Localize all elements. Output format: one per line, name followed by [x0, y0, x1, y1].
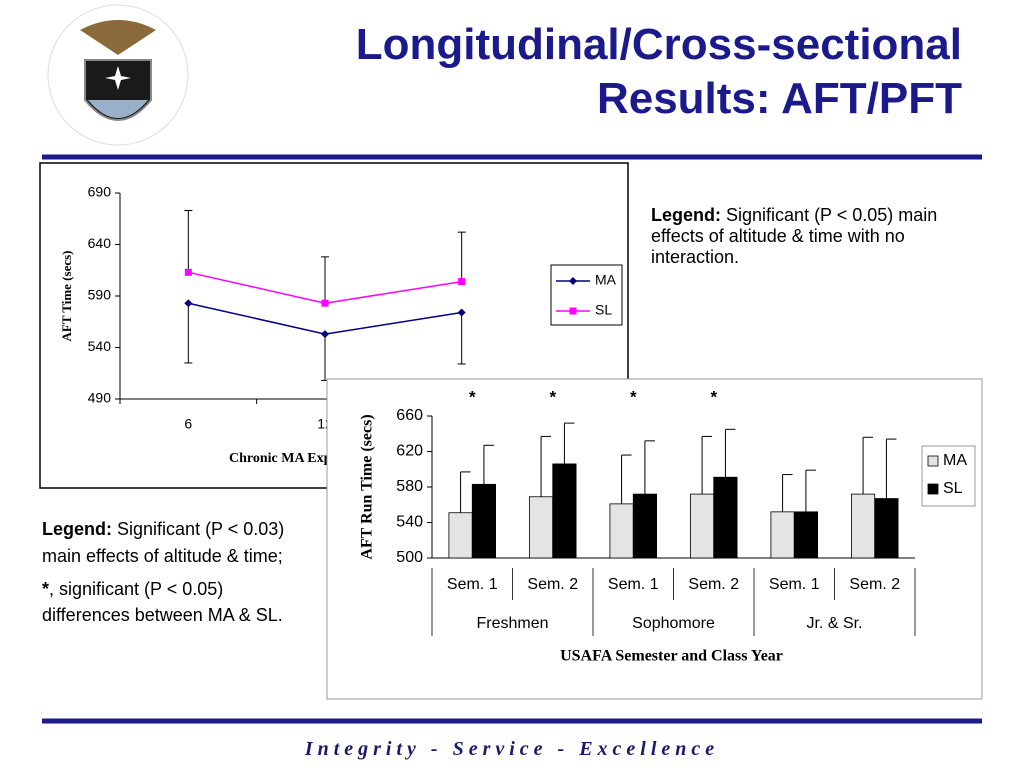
- bar: [471, 483, 496, 559]
- y-axis-label: AFT Time (secs): [59, 251, 74, 342]
- x-tick-label: Sem. 2: [688, 576, 739, 593]
- y-tick-label: 500: [396, 549, 423, 566]
- right-legend: Legend: Significant (P < 0.05) main effe…: [651, 205, 971, 268]
- marker: [458, 278, 466, 286]
- x-tick-label: Sem. 1: [447, 576, 498, 593]
- y-tick-label: 590: [88, 287, 112, 303]
- x-axis-label: USAFA Semester and Class Year: [560, 648, 783, 665]
- y-tick-label: 690: [88, 184, 112, 200]
- bar: [874, 498, 899, 559]
- group-label: Freshmen: [476, 615, 548, 632]
- chart: 500 540 580 620 660 AFT Run Time (secs) Sem. 1…: [326, 378, 983, 700]
- x-tick-label: Sem. 1: [769, 576, 820, 593]
- legend-marker: [569, 277, 577, 285]
- bar: [632, 493, 657, 559]
- legend-text: Significant (P < 0.03) main effects of a…: [42, 519, 285, 566]
- bar: [713, 476, 738, 559]
- legend-box: [550, 264, 623, 326]
- y-tick-label: 580: [396, 478, 423, 495]
- x-tick-label: Sem. 2: [849, 576, 900, 593]
- legend-label: MA: [943, 452, 967, 469]
- bar: [851, 493, 876, 559]
- annotation: *: [549, 387, 556, 406]
- x-tick-label: Sem. 2: [527, 576, 578, 593]
- legend-label: Legend:: [42, 519, 112, 539]
- bar: [609, 503, 634, 559]
- footer: Integrity - Service - Excellence: [304, 738, 720, 760]
- bar: [529, 496, 554, 559]
- y-tick-label: 640: [88, 235, 112, 251]
- annotation: *: [710, 387, 717, 406]
- group-label: Sophomore: [632, 615, 715, 632]
- annotation: *: [469, 387, 476, 406]
- left-legend: Legend: Significant (P < 0.03) main effe…: [42, 516, 302, 628]
- marker: [321, 299, 329, 307]
- marker: [321, 330, 329, 339]
- y-tick-label: 660: [396, 407, 423, 424]
- bar: [793, 511, 818, 559]
- legend-star: *: [42, 579, 50, 599]
- y-tick-label: 540: [88, 338, 112, 354]
- x-tick-label: Sem. 1: [608, 576, 659, 593]
- bar: [770, 511, 795, 559]
- bar: [552, 463, 577, 559]
- legend-marker: [927, 483, 939, 495]
- bar: [690, 493, 715, 559]
- legend-label: SL: [595, 302, 612, 318]
- group-label: Jr. & Sr.: [806, 615, 862, 632]
- marker: [457, 308, 466, 317]
- legend-marker: [569, 307, 577, 315]
- annotation: *: [630, 387, 637, 406]
- y-tick-label: 540: [396, 514, 423, 531]
- legend-label: MA: [595, 272, 617, 288]
- y-tick-label: 620: [396, 443, 423, 460]
- legend-label: SL: [943, 480, 963, 497]
- y-axis-label: AFT Run Time (secs): [359, 414, 376, 559]
- y-tick-label: 490: [88, 390, 112, 406]
- legend-text: , significant (P < 0.05) differences bet…: [42, 579, 283, 625]
- legend-text: Significant (P < 0.05) main effects of a…: [651, 205, 938, 267]
- title: Longitudinal/Cross-sectional Results: AF…: [356, 18, 962, 126]
- bar: [448, 512, 473, 559]
- title-line: Longitudinal/Cross-sectional: [355, 20, 962, 69]
- marker: [184, 268, 192, 276]
- legend-label: Legend:: [651, 205, 721, 225]
- x-tick-label: 6: [184, 416, 192, 432]
- legend-marker: [927, 455, 939, 467]
- logo: [47, 4, 189, 146]
- marker: [184, 299, 193, 308]
- title-line: Results: AFT/PFT: [596, 74, 962, 123]
